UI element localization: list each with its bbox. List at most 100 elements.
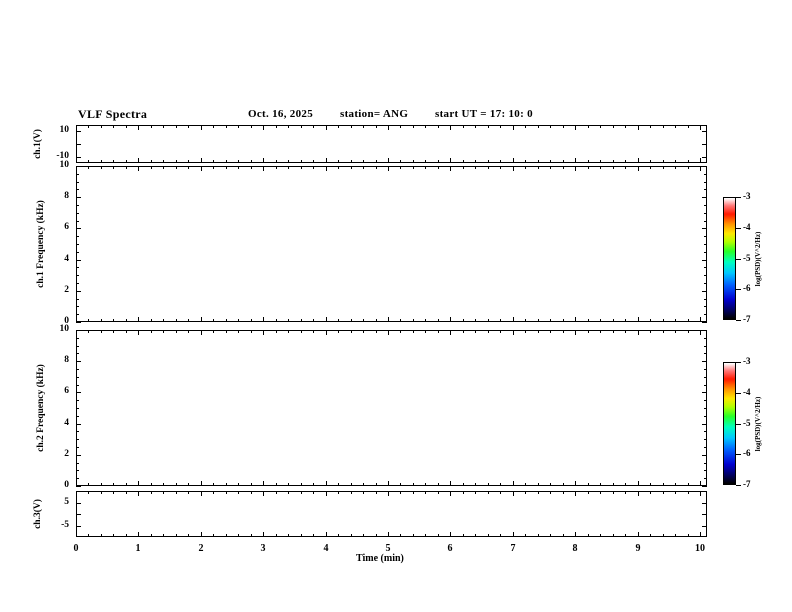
x-tick	[700, 158, 701, 163]
y-tick	[76, 314, 79, 315]
x-tick	[263, 481, 264, 486]
x-tick	[388, 481, 389, 486]
x-tick	[563, 125, 564, 128]
y-tick	[76, 166, 81, 167]
x-tick	[151, 483, 152, 486]
y-tick	[76, 189, 79, 190]
x-tick	[675, 125, 676, 128]
x-tick	[151, 160, 152, 163]
x-tick	[388, 491, 389, 496]
x-tick	[550, 330, 551, 333]
x-tick	[151, 491, 152, 494]
x-tick	[376, 534, 377, 537]
x-tick	[450, 166, 451, 171]
y-tick	[704, 275, 707, 276]
x-tick	[438, 125, 439, 128]
axis-tick-label: 9	[635, 543, 641, 554]
x-tick	[76, 491, 77, 496]
y-tick	[704, 236, 707, 237]
x-tick	[288, 491, 289, 494]
x-tick	[425, 160, 426, 163]
x-tick	[163, 330, 164, 333]
x-tick	[163, 166, 164, 169]
axis-tick-label: 6	[64, 222, 69, 232]
y-tick	[76, 503, 81, 504]
y-tick	[704, 174, 707, 175]
x-tick	[675, 330, 676, 333]
y-tick	[76, 283, 79, 284]
x-tick	[288, 319, 289, 322]
y-tick	[76, 306, 79, 307]
x-tick	[538, 125, 539, 128]
x-tick	[425, 319, 426, 322]
start-ut-label: start UT = 17: 10: 0	[435, 108, 533, 120]
x-tick	[675, 491, 676, 494]
x-tick	[650, 330, 651, 333]
ch1-voltage-trace	[77, 126, 706, 162]
ch2-colorbar	[723, 362, 736, 485]
x-tick	[276, 330, 277, 333]
x-tick	[238, 483, 239, 486]
x-tick	[101, 491, 102, 494]
x-tick	[413, 491, 414, 494]
y-tick	[76, 526, 81, 527]
x-tick	[413, 125, 414, 128]
axis-tick-label: -5	[61, 520, 69, 530]
y-tick	[76, 424, 81, 425]
x-tick	[201, 330, 202, 335]
x-tick	[351, 330, 352, 333]
x-tick	[288, 166, 289, 169]
y-tick	[76, 260, 81, 261]
y-tick	[702, 514, 707, 515]
x-tick	[450, 125, 451, 130]
y-tick	[704, 189, 707, 190]
x-tick	[376, 166, 377, 169]
x-tick	[263, 532, 264, 537]
x-tick	[663, 330, 664, 333]
ch1-colorbar-title: log(PSD)(V^2/Hz)	[754, 231, 762, 286]
x-tick	[76, 317, 77, 322]
axis-tick-label: 5	[64, 497, 69, 507]
x-tick	[201, 491, 202, 496]
y-tick	[704, 447, 707, 448]
x-tick	[188, 330, 189, 333]
x-tick	[675, 483, 676, 486]
y-tick	[704, 400, 707, 401]
x-tick	[326, 330, 327, 335]
x-tick	[525, 330, 526, 333]
x-tick	[226, 491, 227, 494]
x-tick	[463, 125, 464, 128]
x-tick	[513, 532, 514, 537]
y-tick	[76, 131, 81, 132]
x-tick	[76, 158, 77, 163]
x-tick	[163, 491, 164, 494]
x-tick	[326, 532, 327, 537]
x-tick	[301, 166, 302, 169]
y-tick	[76, 361, 81, 362]
x-tick	[251, 483, 252, 486]
x-tick	[138, 125, 139, 130]
x-tick	[413, 160, 414, 163]
x-tick	[625, 166, 626, 169]
y-tick	[704, 346, 707, 347]
y-tick	[704, 431, 707, 432]
x-tick	[438, 160, 439, 163]
x-tick	[488, 319, 489, 322]
x-tick	[276, 166, 277, 169]
x-tick	[288, 534, 289, 537]
x-tick	[363, 491, 364, 494]
x-tick	[188, 534, 189, 537]
x-tick	[251, 125, 252, 128]
ch3-voltage-trace	[77, 492, 706, 536]
x-tick	[251, 491, 252, 494]
x-tick	[475, 483, 476, 486]
x-tick	[226, 330, 227, 333]
x-tick	[525, 491, 526, 494]
x-tick	[538, 319, 539, 322]
x-tick	[425, 534, 426, 537]
ch1-spectrogram-image	[77, 167, 700, 321]
y-tick	[76, 291, 81, 292]
x-tick	[538, 534, 539, 537]
x-tick	[588, 125, 589, 128]
